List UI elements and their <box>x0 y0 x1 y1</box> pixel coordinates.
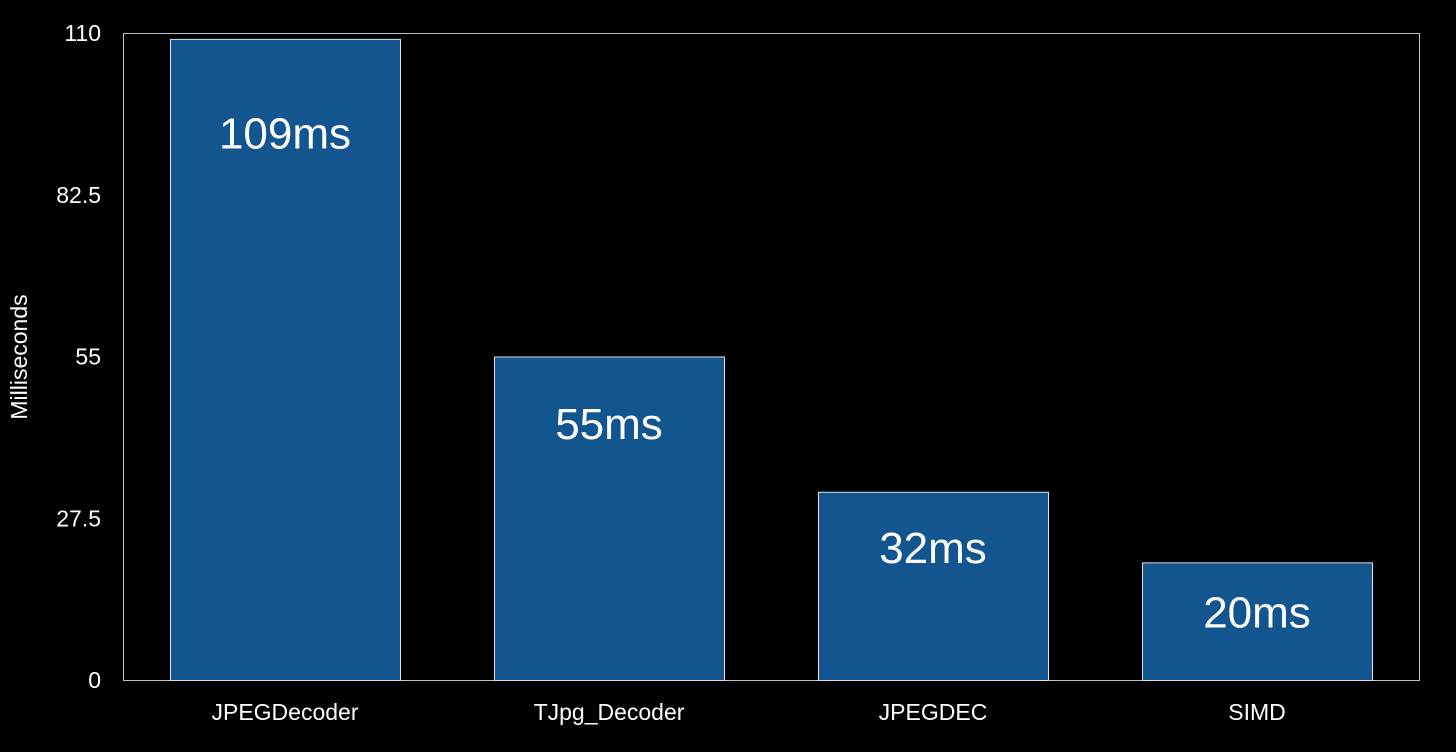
x-tick-label: JPEGDecoder <box>211 699 358 725</box>
data-label: 32ms <box>879 524 987 573</box>
x-tick-label: SIMD <box>1228 699 1286 725</box>
y-tick-label: 110 <box>64 20 101 46</box>
y-axis-label: Milliseconds <box>6 294 32 419</box>
y-tick-label: 82.5 <box>56 182 101 208</box>
bar <box>494 356 725 681</box>
data-label: 109ms <box>219 109 351 158</box>
x-tick-label: TJpg_Decoder <box>534 699 685 725</box>
y-tick-label: 27.5 <box>56 505 101 531</box>
y-tick-label: 55 <box>75 344 101 370</box>
bar <box>170 38 401 681</box>
bar <box>818 491 1049 682</box>
x-tick-label: JPEGDEC <box>879 699 988 725</box>
data-label: 55ms <box>555 400 663 449</box>
y-tick-label: 0 <box>88 667 101 693</box>
data-label: 20ms <box>1203 588 1311 637</box>
bar <box>1142 562 1373 682</box>
plot-frame <box>123 33 1420 681</box>
